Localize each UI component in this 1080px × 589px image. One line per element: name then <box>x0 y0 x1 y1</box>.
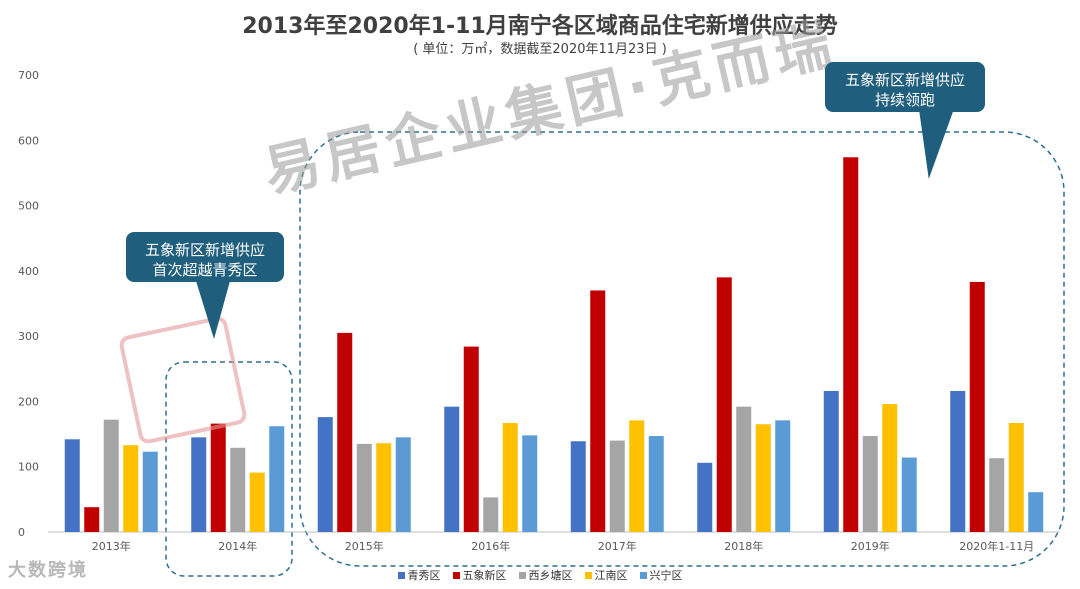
bar <box>609 440 625 532</box>
x-tick-label: 2015年 <box>345 539 384 553</box>
x-tick-label: 2020年1-11月 <box>959 539 1034 553</box>
bar <box>590 290 606 532</box>
legend-swatch <box>639 571 647 579</box>
y-tick-label: 200 <box>18 395 39 408</box>
bar <box>775 420 791 532</box>
callout-first-tail <box>196 281 230 339</box>
bar <box>123 445 139 532</box>
callout-first-surpass: 五象新区新增供应 首次超越青秀区 <box>126 232 284 282</box>
bar <box>901 457 917 532</box>
highlight-box-2014 <box>165 361 293 577</box>
bar <box>64 439 80 532</box>
highlight-box-2015-2020 <box>299 131 1065 567</box>
legend-item: 西乡塘区 <box>518 567 573 583</box>
corner-logo: 大数跨境 <box>8 560 88 581</box>
y-tick-label: 300 <box>18 330 39 343</box>
bar <box>882 404 898 532</box>
legend-label: 西乡塘区 <box>528 569 573 582</box>
chart-subtitle: ( 单位：万㎡，数据截至2020年11月23日 ) <box>413 42 667 57</box>
callout-first-line1: 五象新区新增供应 <box>144 241 265 259</box>
y-tick-label: 600 <box>18 134 39 147</box>
callout-first-line2: 首次超越青秀区 <box>152 261 258 279</box>
callout-second-lead: 五象新区新增供应 持续领跑 <box>825 62 985 112</box>
bar <box>755 424 771 532</box>
bar <box>356 443 372 532</box>
legend-swatch <box>518 571 526 579</box>
bar <box>191 437 207 532</box>
bar <box>950 390 966 532</box>
bar <box>989 458 1005 532</box>
bar <box>862 436 878 532</box>
bar <box>522 435 538 532</box>
bar <box>395 437 411 532</box>
bar <box>249 472 265 532</box>
y-tick-label: 100 <box>18 461 39 474</box>
bar <box>823 390 839 532</box>
callout-second-line1: 五象新区新增供应 <box>844 71 965 89</box>
legend-label: 兴宁区 <box>649 569 683 582</box>
x-tick-label: 2013年 <box>92 539 131 553</box>
bar <box>736 406 752 532</box>
x-tick-label: 2016年 <box>471 539 510 553</box>
legend-label: 江南区 <box>594 569 628 582</box>
bar <box>969 281 985 532</box>
legend-item: 五象新区 <box>452 567 507 583</box>
legend-swatch <box>584 571 592 579</box>
bar <box>502 422 518 532</box>
callout-second-line2: 持续领跑 <box>874 91 935 109</box>
x-tick-label: 2017年 <box>598 539 637 553</box>
y-tick-label: 400 <box>18 265 39 278</box>
legend-item: 青秀区 <box>397 567 441 583</box>
bar <box>230 447 246 532</box>
y-tick-label: 0 <box>18 526 25 539</box>
bar <box>1028 492 1044 532</box>
bar <box>1008 422 1024 532</box>
chart-legend: 青秀区 五象新区 西乡塘区 江南区 兴宁区 <box>0 567 1080 583</box>
bar <box>843 157 859 532</box>
legend-item: 江南区 <box>584 567 628 583</box>
bar <box>210 423 226 532</box>
y-tick-label: 700 <box>18 69 39 82</box>
bar <box>269 426 285 532</box>
legend-item: 兴宁区 <box>639 567 683 583</box>
legend-swatch <box>452 571 460 579</box>
bar <box>716 277 732 532</box>
bar <box>697 462 713 532</box>
bar <box>84 507 100 532</box>
bar <box>648 436 664 532</box>
bar <box>142 451 158 532</box>
chart-title: 2013年至2020年1-11月南宁各区域商品住宅新增供应走势 <box>242 14 838 39</box>
bar <box>463 346 479 532</box>
y-tick-label: 500 <box>18 200 39 213</box>
legend-label: 青秀区 <box>407 569 441 582</box>
legend-label: 五象新区 <box>462 569 507 582</box>
x-tick-label: 2019年 <box>851 539 890 553</box>
legend-swatch <box>397 571 405 579</box>
bar <box>376 443 392 532</box>
bar <box>337 332 353 532</box>
bar <box>444 406 460 532</box>
x-tick-label: 2018年 <box>724 539 763 553</box>
x-tick-label: 2014年 <box>218 539 257 553</box>
bar <box>629 420 645 532</box>
bar <box>317 417 333 532</box>
bar <box>483 497 499 532</box>
bar <box>103 419 119 532</box>
bar <box>570 441 586 532</box>
